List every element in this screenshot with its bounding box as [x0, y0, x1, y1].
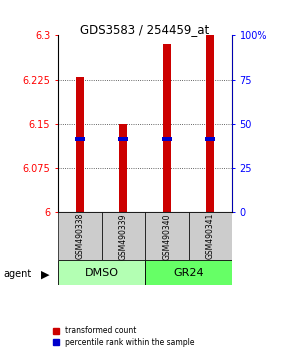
- Bar: [145, 260, 232, 285]
- Bar: [102, 212, 145, 260]
- Text: GDS3583 / 254459_at: GDS3583 / 254459_at: [80, 23, 210, 36]
- Text: GSM490338: GSM490338: [75, 213, 84, 259]
- Bar: [145, 212, 188, 260]
- Bar: [206, 35, 214, 212]
- Bar: [163, 44, 171, 212]
- Text: GSM490340: GSM490340: [162, 213, 171, 259]
- Text: GSM490339: GSM490339: [119, 213, 128, 259]
- Bar: [162, 137, 172, 141]
- Text: GSM490341: GSM490341: [206, 213, 215, 259]
- Bar: [75, 137, 85, 141]
- Bar: [58, 260, 145, 285]
- Bar: [205, 137, 215, 141]
- Bar: [76, 77, 84, 212]
- Legend: transformed count, percentile rank within the sample: transformed count, percentile rank withi…: [53, 326, 195, 347]
- Bar: [58, 212, 102, 260]
- Text: agent: agent: [3, 269, 31, 279]
- Bar: [119, 124, 127, 212]
- Bar: [118, 137, 128, 141]
- Text: ▶: ▶: [41, 269, 49, 279]
- Text: DMSO: DMSO: [84, 268, 119, 278]
- Text: GR24: GR24: [173, 268, 204, 278]
- Bar: [188, 212, 232, 260]
